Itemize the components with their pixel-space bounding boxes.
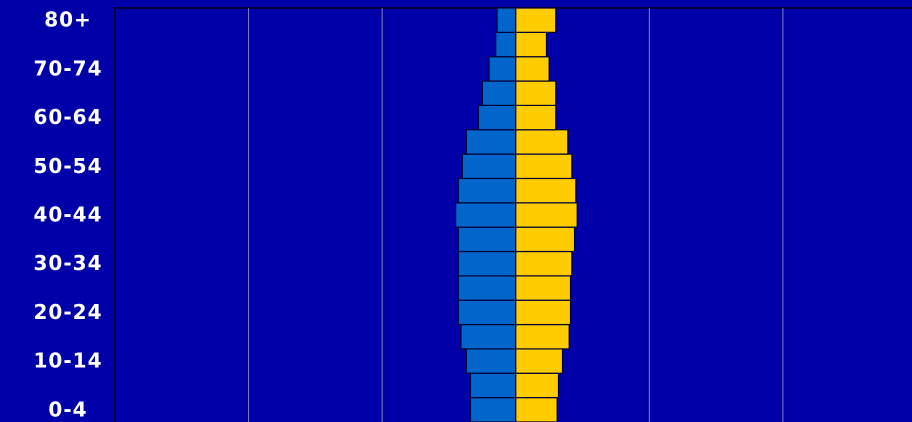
female-bar bbox=[515, 226, 576, 253]
y-tick-label: 40-44 bbox=[34, 202, 103, 226]
y-tick-label: 60-64 bbox=[34, 105, 103, 129]
female-bar bbox=[515, 153, 573, 180]
y-tick-label: 20-24 bbox=[34, 300, 103, 324]
male-bar bbox=[495, 31, 517, 58]
male-bar bbox=[457, 226, 517, 253]
male-bar bbox=[488, 56, 517, 82]
female-bar bbox=[515, 348, 564, 374]
female-bar bbox=[515, 129, 569, 155]
female-bar bbox=[515, 397, 558, 422]
male-bar bbox=[460, 323, 517, 350]
male-bar bbox=[496, 7, 517, 33]
y-tick-label: 50-54 bbox=[34, 154, 103, 178]
female-bar bbox=[515, 31, 548, 58]
female-bar bbox=[515, 56, 550, 82]
female-bar bbox=[515, 323, 570, 350]
male-bar bbox=[477, 104, 517, 131]
y-tick-label: 70-74 bbox=[34, 56, 103, 80]
male-bar bbox=[465, 348, 517, 374]
female-bar bbox=[515, 202, 578, 228]
male-bar bbox=[469, 372, 517, 399]
female-bar bbox=[515, 80, 557, 107]
female-bar bbox=[515, 177, 577, 204]
female-bar bbox=[515, 299, 572, 326]
male-bar bbox=[461, 153, 517, 180]
female-bar bbox=[515, 250, 573, 277]
y-tick-label: 0-4 bbox=[48, 397, 87, 421]
female-bar bbox=[515, 372, 560, 399]
male-bar bbox=[457, 250, 517, 277]
male-bar bbox=[469, 397, 517, 422]
y-tick-label: 80+ bbox=[44, 8, 92, 32]
male-bar bbox=[457, 299, 517, 326]
male-bar bbox=[457, 275, 517, 301]
y-tick-label: 10-14 bbox=[34, 349, 103, 373]
male-bar bbox=[481, 80, 517, 107]
female-bar bbox=[515, 275, 572, 301]
y-tick-label: 30-34 bbox=[34, 251, 103, 275]
male-bar bbox=[455, 202, 517, 228]
male-bar bbox=[457, 177, 517, 204]
female-bar bbox=[515, 104, 557, 131]
male-bar bbox=[465, 129, 517, 155]
female-bar bbox=[515, 7, 557, 33]
